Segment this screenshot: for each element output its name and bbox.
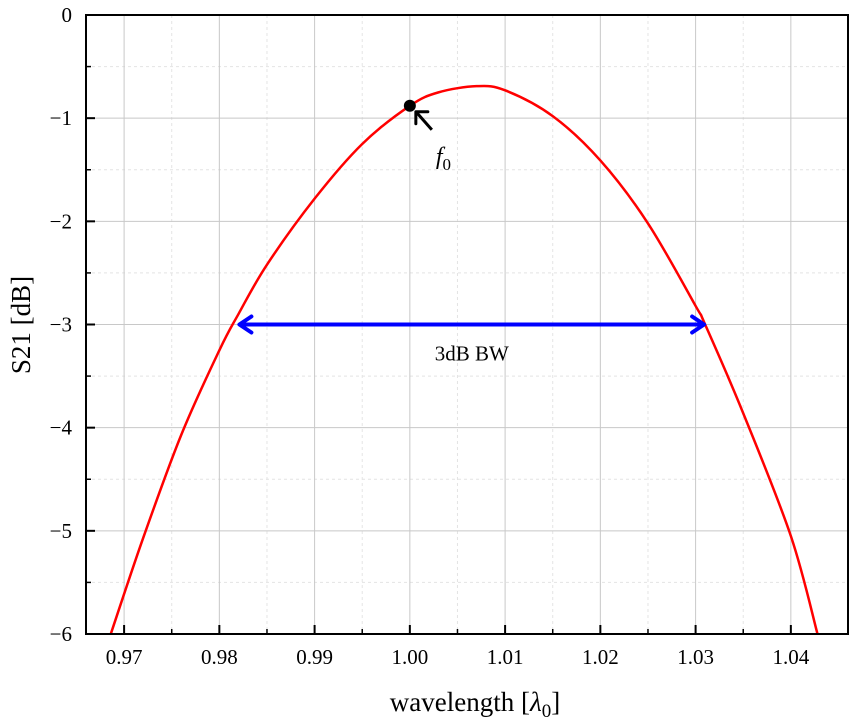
x-tick-labels: 0.97 0.98 0.99 1.00 1.01 1.02 1.03 1.04 — [106, 645, 810, 669]
x-tick-label: 1.01 — [487, 645, 524, 669]
y-tick-label: −4 — [50, 416, 73, 440]
grid — [86, 14, 848, 635]
bandwidth-arrowhead-left — [237, 314, 254, 335]
y-tick-label: −5 — [50, 519, 72, 543]
x-tick-label: 1.02 — [582, 645, 619, 669]
x-tick-label: 0.97 — [106, 645, 143, 669]
x-tick-label: 1.04 — [772, 645, 809, 669]
f0-annotation: f0 — [403, 99, 451, 174]
x-tick-label: 0.99 — [296, 645, 333, 669]
axis-ticks — [86, 14, 792, 635]
y-tick-label: −2 — [50, 209, 72, 233]
s21-series-line — [109, 84, 819, 635]
f0-arrowhead — [414, 110, 430, 126]
bandwidth-annotation: 3dB BW — [237, 314, 707, 366]
x-axis-title: wavelength [λ0] — [390, 687, 560, 721]
f0-label: f0 — [436, 144, 451, 174]
f0-marker-point — [403, 99, 416, 112]
x-tick-label: 1.03 — [677, 645, 714, 669]
y-tick-labels: 0 −1 −2 −3 −4 −5 −6 — [50, 3, 73, 646]
y-tick-label: −3 — [50, 313, 72, 337]
y-axis-title: S21 [dB] — [6, 276, 36, 374]
y-tick-label: −1 — [50, 106, 72, 130]
x-tick-label: 0.98 — [201, 645, 238, 669]
f0-arrow-shaft — [415, 111, 433, 131]
y-tick-label: 0 — [62, 3, 73, 27]
x-tick-label: 1.00 — [391, 645, 428, 669]
y-tick-label: −6 — [50, 622, 72, 646]
bandwidth-arrowhead-right — [690, 314, 707, 335]
bandwidth-label: 3dB BW — [435, 342, 509, 366]
